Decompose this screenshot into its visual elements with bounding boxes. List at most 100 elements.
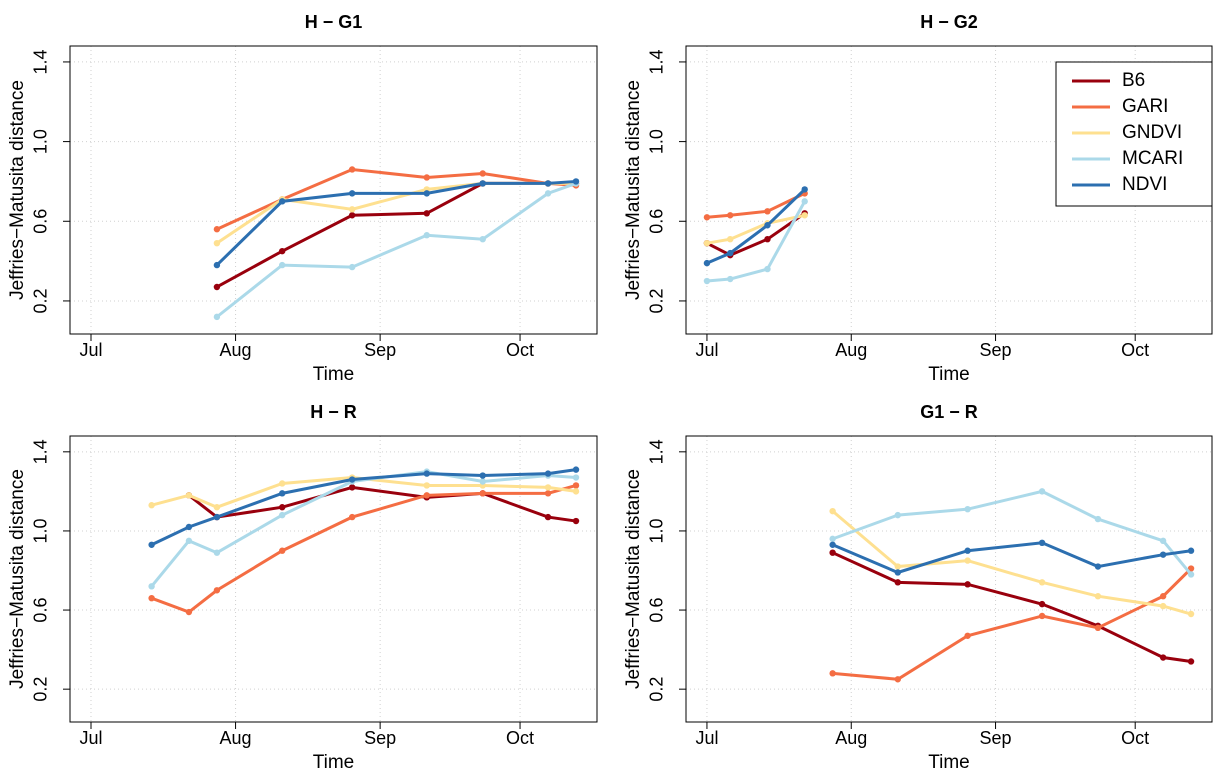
y-tick-label: 1.0 bbox=[31, 518, 51, 543]
data-point bbox=[348, 484, 356, 491]
data-point bbox=[829, 507, 836, 515]
data-point bbox=[1187, 547, 1195, 554]
x-tick-label: Aug bbox=[220, 340, 252, 360]
series-line bbox=[706, 200, 807, 283]
plot-frame bbox=[69, 45, 598, 335]
data-point bbox=[801, 186, 808, 193]
x-tick-label: Sep bbox=[364, 340, 396, 360]
data-point bbox=[1187, 610, 1195, 618]
x-tick-label: Oct bbox=[506, 340, 534, 360]
data-point bbox=[894, 676, 901, 683]
data-point bbox=[1038, 579, 1046, 586]
y-tick-label: 0.6 bbox=[647, 598, 667, 623]
y-tick-label: 0.2 bbox=[647, 288, 667, 313]
data-point bbox=[423, 232, 430, 239]
x-tick-label: Sep bbox=[980, 728, 1012, 748]
x-tick-label: Aug bbox=[835, 340, 867, 360]
y-tick-label: 1.4 bbox=[31, 439, 51, 464]
data-point bbox=[964, 581, 971, 588]
data-point bbox=[1094, 515, 1102, 523]
x-tick-label: Sep bbox=[364, 728, 396, 748]
series-line bbox=[215, 179, 577, 267]
data-point bbox=[348, 513, 356, 521]
data-point bbox=[278, 261, 286, 269]
y-tick-label: 1.0 bbox=[647, 129, 667, 154]
x-tick-label: Jul bbox=[79, 728, 102, 748]
data-point bbox=[1159, 654, 1167, 661]
chart-title: H − G2 bbox=[920, 12, 978, 32]
data-point bbox=[829, 535, 836, 543]
series-line bbox=[832, 567, 1193, 681]
x-tick-label: Aug bbox=[220, 728, 252, 748]
x-tick-label: Jul bbox=[695, 728, 718, 748]
y-axis-label: Jeffries−Matusita distance bbox=[623, 80, 644, 300]
panel: 0.2 0.6 1.0 1.4 Jul Aug Sep Oct G1 − R Time Jeffri… bbox=[623, 402, 1213, 773]
data-point bbox=[185, 523, 193, 531]
legend-label: GNDVI bbox=[1122, 122, 1182, 143]
data-point bbox=[1038, 539, 1046, 547]
y-tick-label: 0.6 bbox=[647, 209, 667, 234]
data-point bbox=[185, 537, 193, 545]
data-point bbox=[964, 557, 971, 564]
data-point bbox=[544, 180, 552, 187]
x-tick-label: Jul bbox=[79, 340, 102, 360]
data-point bbox=[1038, 600, 1046, 608]
data-point bbox=[544, 513, 552, 521]
data-point bbox=[964, 547, 971, 554]
data-point bbox=[479, 490, 486, 497]
plot-frame bbox=[69, 435, 598, 723]
y-axis-label: Jeffries−Matusita distance bbox=[7, 80, 28, 300]
data-point bbox=[572, 466, 580, 473]
data-point bbox=[423, 492, 430, 499]
series-line bbox=[706, 213, 806, 245]
legend: B6 GARI GNDVI MCARI NDVI bbox=[1055, 61, 1213, 207]
data-point bbox=[479, 478, 486, 485]
data-point bbox=[185, 608, 193, 616]
y-tick-label: 0.2 bbox=[647, 677, 667, 702]
data-point bbox=[479, 170, 486, 177]
series-line bbox=[706, 188, 806, 265]
data-point bbox=[894, 579, 901, 586]
data-point bbox=[1159, 551, 1167, 558]
x-axis-label: Time bbox=[313, 364, 355, 385]
data-point bbox=[572, 517, 580, 525]
data-point bbox=[278, 504, 286, 511]
data-point bbox=[703, 259, 711, 267]
series-line bbox=[832, 489, 1193, 576]
data-point bbox=[479, 235, 486, 243]
data-point bbox=[278, 480, 286, 487]
data-point bbox=[348, 206, 356, 213]
data-point bbox=[544, 484, 552, 491]
data-point bbox=[801, 198, 808, 205]
data-point bbox=[278, 247, 286, 255]
series-line bbox=[831, 510, 1192, 616]
data-point bbox=[1038, 488, 1046, 495]
data-point bbox=[213, 226, 221, 233]
data-point bbox=[213, 283, 221, 291]
data-point bbox=[572, 482, 580, 489]
data-point bbox=[764, 265, 771, 273]
data-point bbox=[213, 313, 221, 321]
y-tick-label: 1.0 bbox=[647, 518, 667, 543]
data-point bbox=[479, 180, 486, 187]
data-point bbox=[894, 569, 901, 576]
legend-label: NDVI bbox=[1122, 174, 1167, 195]
y-tick-label: 1.4 bbox=[647, 439, 667, 464]
data-point bbox=[1187, 571, 1195, 578]
series-line bbox=[706, 192, 806, 219]
data-point bbox=[278, 547, 286, 554]
data-point bbox=[1094, 563, 1102, 570]
data-point bbox=[348, 476, 356, 483]
data-point bbox=[894, 511, 901, 519]
plot-frame bbox=[685, 435, 1213, 723]
data-point bbox=[213, 549, 221, 556]
data-point bbox=[148, 502, 155, 509]
chart-title: H − R bbox=[310, 402, 357, 422]
data-point bbox=[727, 249, 734, 257]
data-point bbox=[572, 178, 580, 185]
x-axis-label: Time bbox=[928, 364, 970, 385]
x-tick-label: Jul bbox=[695, 340, 718, 360]
data-point bbox=[544, 470, 552, 477]
data-point bbox=[764, 235, 771, 243]
